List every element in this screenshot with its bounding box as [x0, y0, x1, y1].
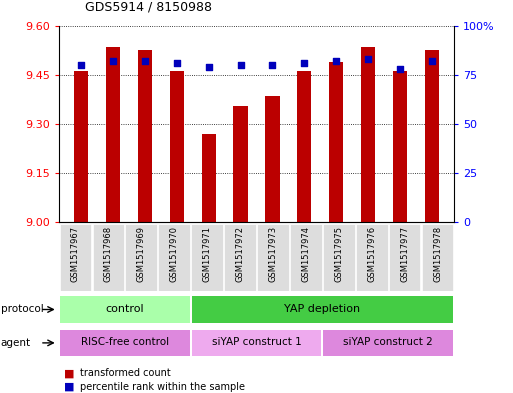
Text: siYAP construct 1: siYAP construct 1: [212, 337, 301, 347]
Text: GSM1517968: GSM1517968: [104, 226, 113, 282]
Text: GSM1517978: GSM1517978: [433, 226, 442, 282]
Bar: [290, 224, 322, 291]
Bar: [192, 296, 453, 323]
Bar: [60, 224, 91, 291]
Text: GSM1517971: GSM1517971: [203, 226, 212, 282]
Text: GSM1517977: GSM1517977: [400, 226, 409, 282]
Point: [428, 58, 436, 64]
Point: [141, 58, 149, 64]
Bar: [191, 224, 223, 291]
Bar: [425, 50, 439, 222]
Bar: [265, 96, 280, 222]
Text: GSM1517973: GSM1517973: [268, 226, 278, 282]
Bar: [233, 106, 248, 222]
Bar: [202, 134, 216, 222]
Point: [332, 58, 340, 64]
Bar: [329, 62, 343, 222]
Text: RISC-free control: RISC-free control: [81, 337, 169, 347]
Bar: [106, 47, 121, 222]
Text: GSM1517972: GSM1517972: [235, 226, 245, 282]
Text: transformed count: transformed count: [80, 368, 170, 378]
Bar: [92, 224, 124, 291]
Bar: [392, 72, 407, 222]
Text: control: control: [106, 304, 144, 314]
Text: siYAP construct 2: siYAP construct 2: [343, 337, 433, 347]
Point: [236, 62, 245, 68]
Bar: [192, 330, 321, 356]
Text: GSM1517974: GSM1517974: [301, 226, 310, 282]
Bar: [60, 330, 190, 356]
Bar: [323, 330, 453, 356]
Bar: [159, 224, 190, 291]
Text: agent: agent: [1, 338, 31, 348]
Bar: [422, 224, 453, 291]
Text: ■: ■: [64, 382, 74, 392]
Bar: [361, 47, 375, 222]
Point: [396, 66, 404, 72]
Bar: [138, 50, 152, 222]
Bar: [389, 224, 421, 291]
Text: YAP depletion: YAP depletion: [284, 304, 361, 314]
Bar: [356, 224, 387, 291]
Point: [205, 64, 213, 70]
Text: protocol: protocol: [1, 305, 43, 314]
Point: [364, 56, 372, 62]
Point: [77, 62, 85, 68]
Bar: [126, 224, 157, 291]
Text: GSM1517969: GSM1517969: [137, 226, 146, 282]
Point: [109, 58, 117, 64]
Bar: [224, 224, 256, 291]
Bar: [323, 224, 354, 291]
Text: GDS5914 / 8150988: GDS5914 / 8150988: [85, 1, 212, 14]
Bar: [297, 72, 311, 222]
Bar: [257, 224, 289, 291]
Text: GSM1517967: GSM1517967: [71, 226, 80, 282]
Text: ■: ■: [64, 368, 74, 378]
Point: [268, 62, 277, 68]
Text: percentile rank within the sample: percentile rank within the sample: [80, 382, 245, 392]
Bar: [60, 296, 190, 323]
Point: [300, 60, 308, 66]
Text: GSM1517976: GSM1517976: [367, 226, 376, 282]
Point: [173, 60, 181, 66]
Text: GSM1517975: GSM1517975: [334, 226, 343, 282]
Text: GSM1517970: GSM1517970: [170, 226, 179, 282]
Bar: [74, 72, 88, 222]
Bar: [170, 72, 184, 222]
